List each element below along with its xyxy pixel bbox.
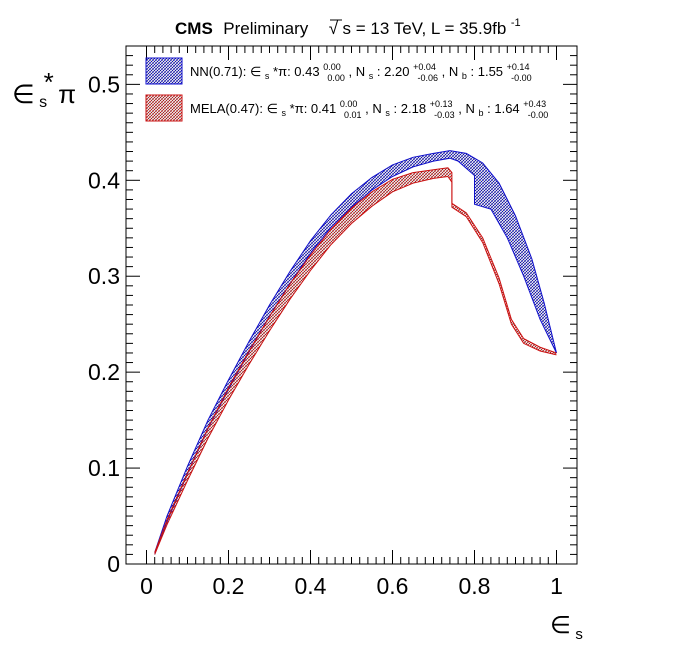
plot-frame	[125, 45, 578, 565]
x-tick-label: 1	[550, 573, 563, 599]
series-line-lower-mela	[154, 175, 557, 555]
y-axis-title: ∈ s * π	[12, 67, 76, 111]
y-axis-sub: s	[39, 94, 47, 111]
legend-nn-nb-dn: -0.00	[511, 73, 532, 83]
legend-mela-eps: ∈	[267, 101, 278, 116]
y-tick-labels: 0 0.1 0.2 0.3 0.4 0.5	[88, 71, 120, 577]
x-tick-labels: 0 0.2 0.4 0.6 0.8 1	[140, 573, 563, 599]
y-axis-star: *	[44, 67, 54, 97]
y-axis-pi: π	[58, 79, 76, 109]
x-tick-label: 0.4	[295, 573, 327, 599]
legend-mela-ns-label: , N	[365, 101, 382, 116]
x-tick-label: 0.2	[213, 573, 245, 599]
sqrt-symbol: √	[329, 19, 339, 38]
y-tick-label: 0.2	[88, 359, 120, 385]
header-title: CMS Preliminary √ s = 13 TeV, L = 35.9fb…	[175, 17, 521, 38]
legend-nn-nb-val: : 1.55	[471, 64, 504, 79]
y-tick-label: 0	[107, 551, 120, 577]
legend-mela-nb-val: : 1.64	[487, 101, 520, 116]
legend-nn-eps: ∈	[250, 64, 261, 79]
series-line-upper-nn	[154, 150, 557, 553]
legend-mela-ns-dn: -0.03	[434, 110, 455, 120]
preliminary-label: Preliminary	[223, 19, 309, 38]
legend-mela-ns-sub: s	[385, 108, 390, 118]
data-bands	[154, 150, 557, 555]
legend-nn-ns-label: , N	[349, 64, 366, 79]
y-tick-label: 0.4	[88, 167, 120, 193]
x-tick-label: 0.8	[459, 573, 491, 599]
legend-mela-nb-label: , N	[458, 101, 475, 116]
legend-nn-eff-up: 0.00	[323, 62, 341, 72]
legend-swatch-nn	[145, 57, 183, 85]
x-tick-label: 0	[140, 573, 153, 599]
legend-mela-eff-up: 0.00	[340, 99, 358, 109]
legend-mela-name: MELA(0.47):	[190, 101, 267, 116]
legend-mela-starpi: *π: 0.41	[290, 101, 337, 116]
x-axis-eps: ∈	[550, 612, 571, 639]
legend-nn-ns-val: : 2.20	[377, 64, 410, 79]
legend-mela-eff-dn: 0.01	[344, 110, 362, 120]
legend-swatch-mela	[145, 94, 183, 122]
series-line-upper-mela	[154, 167, 557, 553]
legend-nn-starpi: *π: 0.43	[273, 64, 320, 79]
legend-nn-eff-dn: 0.00	[327, 73, 345, 83]
legend-text-nn: NN(0.71): ∈ s *π: 0.43 0.00 0.00 , N s :…	[190, 58, 533, 84]
legend-mela-ns-up: +0.13	[430, 99, 453, 109]
y-tick-label: 0.1	[88, 455, 120, 481]
x-axis-title: ∈ s	[550, 612, 583, 643]
legend-mela-nb-dn: -0.00	[528, 110, 549, 120]
legend: NN(0.71): ∈ s *π: 0.43 0.00 0.00 , N s :…	[145, 57, 550, 122]
legend-mela-ns-val: : 2.18	[394, 101, 427, 116]
y-tick-label: 0.3	[88, 263, 120, 289]
legend-mela-eps-sub: s	[282, 108, 287, 118]
band-mela	[154, 167, 557, 555]
legend-nn-ns-sub: s	[369, 71, 374, 81]
x-axis-sub: s	[575, 626, 583, 643]
legend-nn-nb-up: +0.14	[507, 62, 530, 72]
legend-mela-nb-up: +0.43	[523, 99, 546, 109]
legend-nn-name: NN(0.71):	[190, 64, 250, 79]
legend-nn-ns-up: +0.04	[413, 62, 436, 72]
y-tick-label: 0.5	[88, 71, 120, 97]
legend-text-mela: MELA(0.47): ∈ s *π: 0.41 0.00 0.01 , N s…	[190, 95, 550, 121]
axis-ticks	[126, 45, 577, 565]
x-tick-label: 0.6	[377, 573, 409, 599]
legend-nn-nb-sub: b	[462, 71, 467, 81]
lumi-exponent: -1	[511, 17, 521, 29]
legend-nn-eps-sub: s	[265, 71, 270, 81]
legend-nn-nb-label: , N	[442, 64, 459, 79]
y-axis-eps: ∈	[12, 79, 35, 109]
legend-mela-nb-sub: b	[479, 108, 484, 118]
energy-text: s = 13 TeV, L = 35.9fb	[343, 19, 507, 38]
cms-label: CMS	[175, 19, 213, 38]
legend-nn-ns-dn: -0.06	[417, 73, 438, 83]
